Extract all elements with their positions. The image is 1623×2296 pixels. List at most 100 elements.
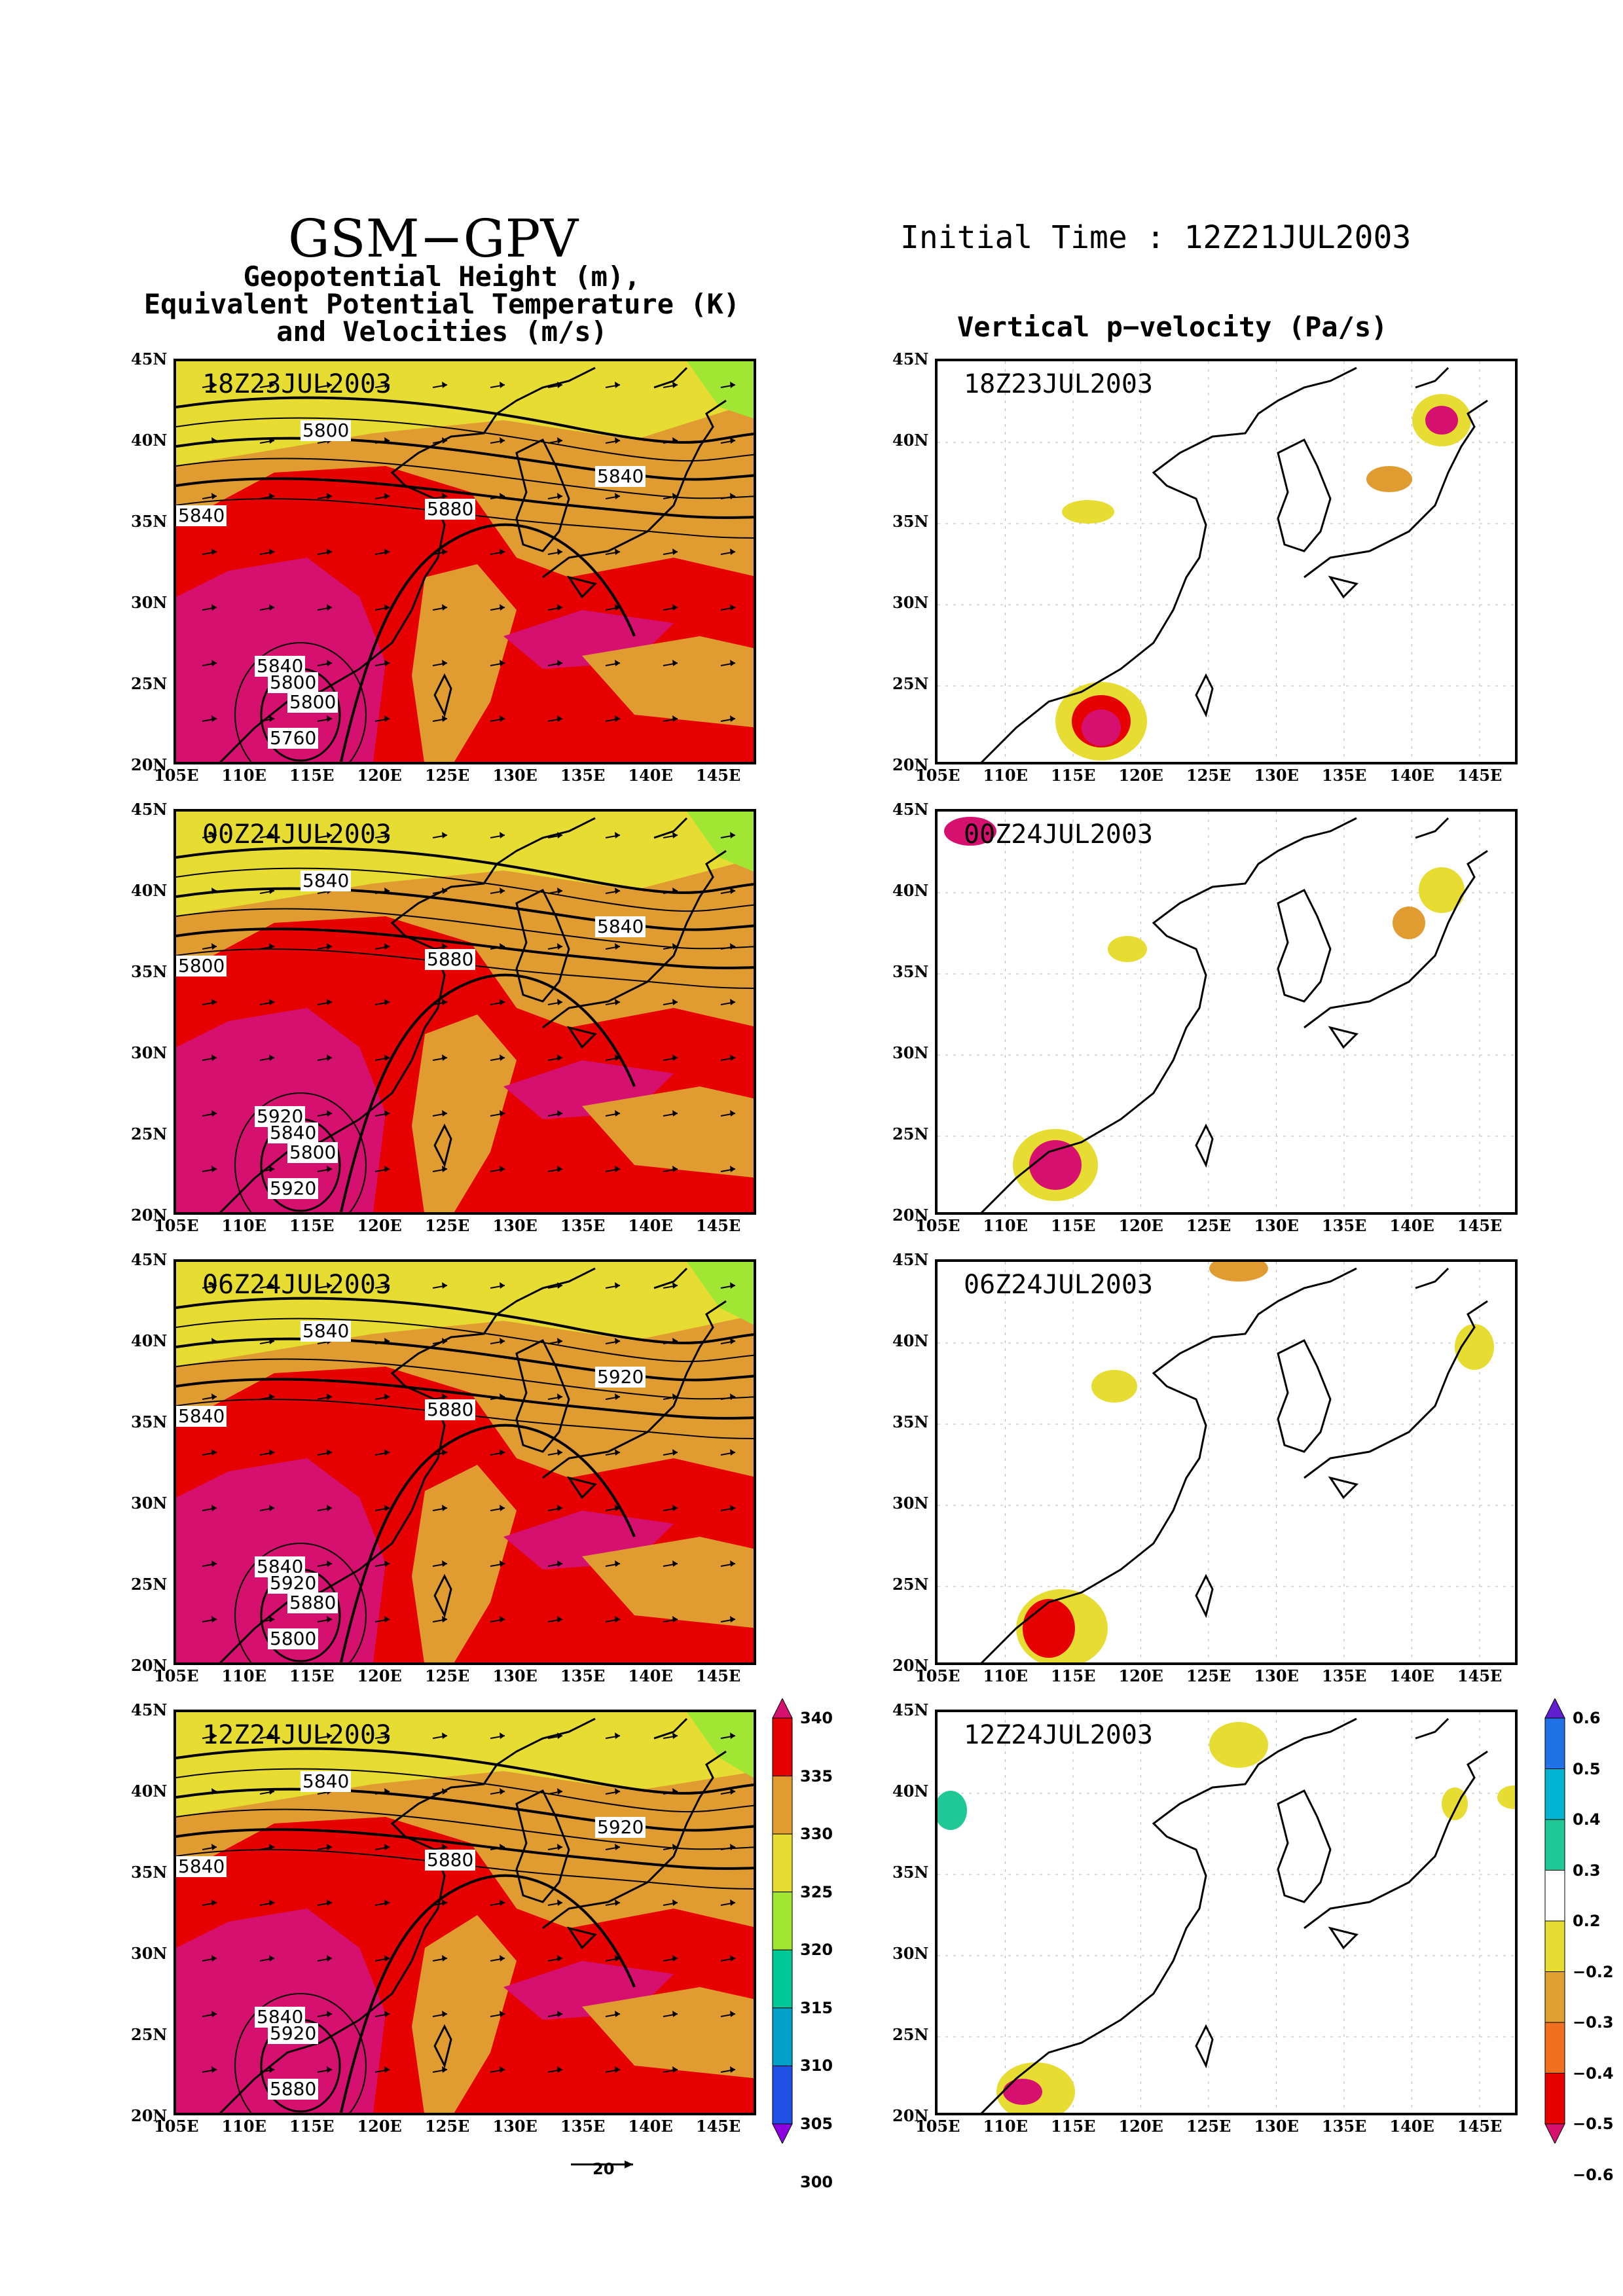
colorbar-swatch: [1544, 1870, 1565, 1922]
longitude-tick-label: 145E: [695, 1216, 741, 1235]
latitude-tick-label: 30N: [131, 593, 168, 612]
latitude-tick-label: 20N: [892, 2106, 929, 2125]
colorbar-swatch: [1544, 1717, 1565, 1769]
longitude-tick-label: 130E: [492, 1666, 538, 1685]
latitude-tick-label: 40N: [131, 881, 168, 900]
height-contour-label: 5840: [301, 870, 352, 891]
longitude-tick-label: 125E: [424, 2117, 470, 2136]
latitude-tick-label: 35N: [892, 1412, 929, 1431]
longitude-tick-label: 135E: [560, 766, 606, 785]
longitude-tick-label: 135E: [560, 2117, 606, 2136]
height-contour-label: 5840: [595, 916, 646, 937]
longitude-tick-label: 105E: [154, 1666, 199, 1685]
longitude-tick-label: 140E: [628, 1216, 673, 1235]
omega-map: [938, 1712, 1515, 2113]
height-contour-label: 5880: [425, 1399, 476, 1420]
panel-time-label: 18Z23JUL2003: [202, 369, 392, 399]
longitude-tick-label: 140E: [1389, 1216, 1434, 1235]
latitude-tick-label: 40N: [131, 1331, 168, 1350]
latitude-tick-label: 35N: [131, 512, 168, 531]
longitude-tick-label: 140E: [1389, 2117, 1434, 2136]
colorbar-swatch: [772, 1717, 793, 1777]
longitude-tick-label: 115E: [1050, 1216, 1096, 1235]
theta-e-colorbar: [772, 1698, 793, 2144]
longitude-tick-label: 125E: [1186, 1216, 1231, 1235]
latitude-tick-label: 35N: [131, 1412, 168, 1431]
height-contour-label: 5920: [268, 1573, 319, 1594]
longitude-tick-label: 120E: [1118, 766, 1163, 785]
longitude-tick-label: 110E: [221, 2117, 266, 2136]
latitude-tick-label: 45N: [892, 1700, 929, 1719]
latitude-tick-label: 20N: [892, 1656, 929, 1675]
longitude-tick-label: 120E: [1118, 2117, 1163, 2136]
colorbar-swatch: [1544, 2073, 1565, 2125]
longitude-tick-label: 115E: [289, 1216, 335, 1235]
latitude-tick-label: 25N: [892, 1124, 929, 1143]
latitude-tick-label: 40N: [892, 881, 929, 900]
longitude-tick-label: 105E: [154, 1216, 199, 1235]
longitude-tick-label: 110E: [221, 1216, 266, 1235]
theta-e-map-panel: 18Z23JUL2003 5800 5840 5880 5840 5840 5800 5760…: [173, 359, 756, 764]
latitude-tick-label: 30N: [892, 1043, 929, 1062]
latitude-tick-label: 45N: [131, 800, 168, 819]
height-contour-label: 5800: [301, 420, 352, 441]
longitude-tick-label: 105E: [154, 766, 199, 785]
longitude-tick-label: 135E: [560, 1666, 606, 1685]
longitude-tick-label: 120E: [357, 766, 402, 785]
latitude-tick-label: 20N: [131, 1656, 168, 1675]
longitude-tick-label: 135E: [560, 1216, 606, 1235]
subtitle-line-3: and Velocities (m/s): [276, 315, 608, 348]
colorbar-tick-label: 0.6: [1573, 1709, 1601, 1727]
latitude-tick-label: 45N: [131, 1250, 168, 1269]
colorbar-tick-label: 330: [800, 1825, 833, 1844]
colorbar-tick-label: −0.5: [1573, 2115, 1614, 2133]
height-contour-label: 5840: [176, 1856, 227, 1877]
longitude-tick-label: 125E: [424, 766, 470, 785]
latitude-tick-label: 45N: [131, 350, 168, 368]
latitude-tick-label: 25N: [131, 674, 168, 693]
latitude-tick-label: 35N: [131, 1863, 168, 1882]
omega-map: [938, 812, 1515, 1212]
latitude-tick-label: 45N: [892, 800, 929, 819]
colorbar-tick-label: 320: [800, 1941, 833, 1960]
longitude-tick-label: 135E: [1321, 2117, 1367, 2136]
height-contour-label: 5880: [425, 1850, 476, 1871]
longitude-tick-label: 105E: [915, 2117, 960, 2136]
omega-map-panel: 18Z23JUL2003: [935, 359, 1518, 764]
height-contour-label: 5760: [268, 728, 319, 749]
height-contour-label: 5880: [425, 499, 476, 520]
longitude-tick-label: 145E: [695, 1666, 741, 1685]
height-contour-label: 5800: [287, 1142, 338, 1163]
longitude-tick-label: 135E: [1321, 1216, 1367, 1235]
latitude-tick-label: 35N: [892, 512, 929, 531]
longitude-tick-label: 125E: [424, 1666, 470, 1685]
longitude-tick-label: 140E: [628, 1666, 673, 1685]
height-contour-label: 5840: [301, 1321, 352, 1342]
latitude-tick-label: 20N: [892, 755, 929, 774]
latitude-tick-label: 40N: [131, 431, 168, 450]
height-contour-label: 5880: [287, 1592, 338, 1613]
latitude-tick-label: 35N: [892, 962, 929, 981]
longitude-tick-label: 125E: [1186, 2117, 1231, 2136]
longitude-tick-label: 140E: [1389, 1666, 1434, 1685]
longitude-tick-label: 130E: [1254, 766, 1299, 785]
panel-time-label: 12Z24JUL2003: [202, 1720, 392, 1750]
right-column-title: Vertical p−velocity (Pa/s): [957, 311, 1388, 343]
colorbar-tick-label: −0.4: [1573, 2064, 1614, 2083]
longitude-tick-label: 105E: [915, 766, 960, 785]
main-title: GSM−GPV: [288, 208, 579, 269]
latitude-tick-label: 25N: [131, 1124, 168, 1143]
colorbar-swatch: [772, 2007, 793, 2066]
longitude-tick-label: 120E: [357, 2117, 402, 2136]
longitude-tick-label: 135E: [1321, 1666, 1367, 1685]
longitude-tick-label: 125E: [1186, 766, 1231, 785]
latitude-tick-label: 20N: [131, 1206, 168, 1225]
omega-map-panel: 00Z24JUL2003: [935, 809, 1518, 1215]
height-contour-label: 5840: [176, 505, 227, 526]
latitude-tick-label: 25N: [892, 674, 929, 693]
longitude-tick-label: 130E: [1254, 2117, 1299, 2136]
reference-vector-arrow: [571, 2161, 633, 2168]
longitude-tick-label: 115E: [1050, 2117, 1096, 2136]
longitude-tick-label: 125E: [424, 1216, 470, 1235]
height-contour-label: 5800: [268, 672, 319, 693]
